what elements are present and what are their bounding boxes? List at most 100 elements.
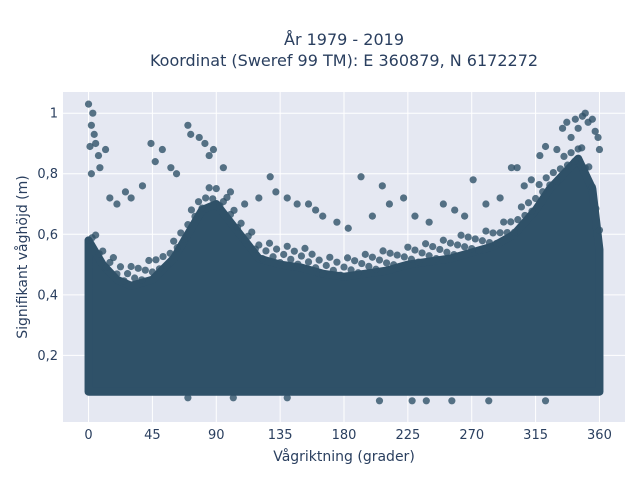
data-point xyxy=(198,204,206,212)
data-point xyxy=(184,121,192,129)
data-point xyxy=(283,194,291,202)
y-tick-label: 0,2 xyxy=(37,349,58,364)
data-point xyxy=(301,244,309,252)
x-tick-label: 135 xyxy=(268,428,293,443)
data-point xyxy=(147,139,155,148)
data-point xyxy=(517,203,525,211)
data-point xyxy=(138,182,147,190)
data-point xyxy=(152,256,160,264)
data-point xyxy=(151,158,159,166)
data-point xyxy=(283,394,291,402)
data-point xyxy=(258,254,266,263)
data-point xyxy=(272,245,281,253)
data-point xyxy=(293,200,301,208)
data-point xyxy=(127,194,135,202)
data-point xyxy=(187,130,195,138)
data-point xyxy=(109,254,117,262)
data-point xyxy=(521,211,529,220)
data-point xyxy=(304,258,313,266)
y-tick-label: 1 xyxy=(50,107,58,122)
data-point xyxy=(229,394,237,402)
x-tick-label: 315 xyxy=(523,428,548,443)
data-point xyxy=(500,218,508,226)
data-point xyxy=(106,194,114,202)
data-point xyxy=(237,219,245,227)
data-point xyxy=(262,247,270,255)
data-point xyxy=(184,221,192,229)
data-point xyxy=(177,229,185,237)
data-point xyxy=(158,145,166,154)
data-point xyxy=(594,133,602,142)
data-point xyxy=(386,249,394,257)
data-point xyxy=(558,124,567,132)
data-point xyxy=(308,250,316,258)
data-point xyxy=(425,252,433,260)
data-point xyxy=(450,251,458,259)
data-point xyxy=(461,212,469,220)
data-point xyxy=(138,276,146,284)
data-point xyxy=(439,200,447,208)
data-point xyxy=(280,250,288,259)
data-point xyxy=(595,226,604,234)
data-point xyxy=(272,188,280,196)
data-point xyxy=(527,176,535,184)
data-point xyxy=(513,164,521,172)
data-point xyxy=(536,151,544,160)
data-point xyxy=(344,224,352,232)
data-point xyxy=(429,242,437,251)
data-point xyxy=(223,193,231,202)
data-point xyxy=(166,249,174,257)
data-point xyxy=(89,109,97,117)
data-point xyxy=(322,261,330,270)
y-axis-ticks: 0,2 0,4 0,6 0,8 1 xyxy=(37,107,58,364)
data-point xyxy=(541,397,550,405)
data-point xyxy=(94,151,103,160)
data-point xyxy=(357,173,365,181)
data-point xyxy=(400,253,408,261)
data-point xyxy=(304,200,313,208)
data-point xyxy=(276,259,284,267)
data-point xyxy=(312,264,320,272)
data-point xyxy=(451,206,459,214)
data-point xyxy=(457,231,465,239)
data-point xyxy=(524,199,533,207)
data-points xyxy=(84,100,604,405)
data-point xyxy=(432,255,440,263)
data-point xyxy=(563,118,571,126)
data-point xyxy=(255,194,263,202)
data-point xyxy=(99,247,107,255)
data-point xyxy=(269,253,277,261)
data-point xyxy=(507,164,516,172)
data-point xyxy=(482,200,490,208)
data-point xyxy=(113,270,121,278)
data-point xyxy=(205,184,213,192)
data-point xyxy=(326,253,334,261)
y-tick-label: 0,6 xyxy=(37,228,58,243)
data-point xyxy=(180,235,188,243)
data-point xyxy=(461,243,469,251)
data-point xyxy=(539,188,547,196)
data-point xyxy=(172,170,181,178)
x-axis-ticks: 0 45 90 135 180 225 270 315 360 xyxy=(84,428,611,443)
data-point xyxy=(96,164,104,172)
data-point xyxy=(571,115,579,123)
data-point xyxy=(116,263,125,271)
data-point xyxy=(121,188,130,196)
y-tick-label: 0,8 xyxy=(37,167,58,182)
data-point xyxy=(87,170,95,178)
data-point xyxy=(92,139,100,148)
data-point xyxy=(131,274,139,282)
data-point xyxy=(507,218,515,226)
data-point xyxy=(400,194,408,202)
data-point xyxy=(195,133,203,142)
data-point xyxy=(464,233,472,241)
data-point xyxy=(578,144,586,152)
data-point xyxy=(319,212,327,220)
data-point xyxy=(492,239,501,248)
data-point xyxy=(408,397,416,405)
data-point xyxy=(134,264,142,272)
data-point xyxy=(336,271,345,279)
data-point xyxy=(194,198,203,206)
data-point xyxy=(528,207,536,215)
data-point xyxy=(368,253,376,261)
